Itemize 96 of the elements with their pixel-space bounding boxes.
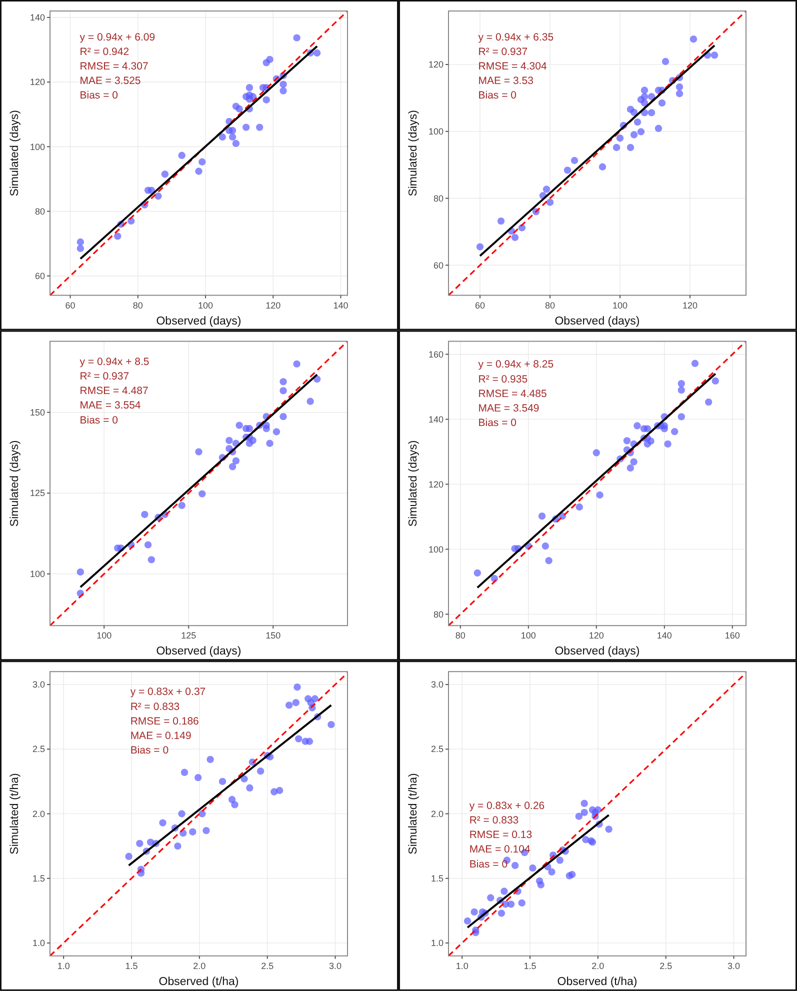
y-tick-label: 2.5 bbox=[32, 744, 45, 754]
annotation: MAE = 3.525 bbox=[80, 75, 141, 88]
y-tick-label: 80 bbox=[34, 206, 45, 216]
annotation: Bias = 0 bbox=[478, 90, 517, 102]
x-tick-label: 60 bbox=[65, 300, 76, 310]
annotation: R² = 0.937 bbox=[80, 370, 130, 382]
annotation: Bias = 0 bbox=[130, 744, 169, 757]
y-tick-label: 1.5 bbox=[32, 873, 45, 884]
y-tick-label: 120 bbox=[428, 479, 444, 490]
y-axis-title: Simulated (t/ha) bbox=[408, 773, 420, 854]
annotation: Bias = 0 bbox=[478, 417, 517, 430]
y-tick-label: 80 bbox=[433, 609, 444, 620]
x-tick-label: 1.0 bbox=[57, 960, 70, 971]
annotation: Bias = 0 bbox=[80, 414, 118, 426]
x-tick-label: 80 bbox=[455, 630, 466, 641]
x-axis-title: Observed (days) bbox=[554, 315, 640, 328]
annotation: RMSE = 4.487 bbox=[80, 385, 148, 398]
x-tick-label: 120 bbox=[266, 300, 281, 310]
y-axis-title: Simulated (days) bbox=[408, 110, 420, 196]
y-tick-label: 100 bbox=[30, 568, 45, 579]
x-tick-label: 100 bbox=[198, 300, 214, 310]
annotation: MAE = 3.53 bbox=[478, 75, 534, 88]
x-tick-label: 80 bbox=[132, 300, 143, 310]
annotation: RMSE = 0.13 bbox=[469, 829, 532, 842]
y-tick-label: 160 bbox=[428, 349, 444, 360]
x-tick-label: 1.5 bbox=[524, 960, 536, 971]
annotation: MAE = 0.104 bbox=[469, 844, 530, 856]
y-tick-label: 2.5 bbox=[430, 744, 444, 754]
x-tick-label: 60 bbox=[474, 300, 486, 310]
x-tick-label: 140 bbox=[333, 300, 348, 310]
x-tick-label: 2.0 bbox=[592, 960, 604, 971]
y-tick-label: 1.5 bbox=[430, 873, 444, 884]
annotation: y = 0.94x + 8.25 bbox=[478, 358, 554, 371]
annotation: y = 0.83x + 0.26 bbox=[469, 800, 545, 812]
y-axis-title: Simulated (days) bbox=[408, 440, 420, 527]
annotation: R² = 0.937 bbox=[478, 46, 528, 58]
y-tick-label: 125 bbox=[30, 488, 45, 498]
x-tick-label: 150 bbox=[266, 630, 281, 641]
x-tick-label: 1.5 bbox=[125, 960, 138, 971]
annotation: RMSE = 4.307 bbox=[80, 60, 148, 72]
x-tick-label: 120 bbox=[682, 300, 698, 310]
x-axis-title: Observed (days) bbox=[156, 646, 242, 658]
y-tick-label: 100 bbox=[428, 544, 444, 554]
annotation: RMSE = 4.485 bbox=[478, 388, 547, 400]
x-tick-label: 140 bbox=[656, 630, 672, 641]
x-axis-title: Observed (days) bbox=[156, 315, 242, 328]
x-tick-label: 120 bbox=[588, 630, 604, 641]
y-axis-title: Simulated (t/ha) bbox=[9, 773, 21, 854]
x-tick-label: 1.0 bbox=[456, 960, 468, 971]
annotation: Bias = 0 bbox=[80, 90, 118, 102]
annotation: y = 0.83x + 0.37 bbox=[130, 686, 206, 698]
x-tick-label: 100 bbox=[520, 630, 536, 641]
x-tick-label: 3.0 bbox=[728, 960, 740, 971]
annotation: R² = 0.935 bbox=[478, 373, 528, 386]
y-tick-label: 1.0 bbox=[430, 938, 444, 948]
y-tick-label: 60 bbox=[433, 260, 444, 270]
x-tick-label: 100 bbox=[612, 300, 628, 310]
y-tick-label: 3.0 bbox=[32, 680, 45, 690]
annotation: RMSE = 0.186 bbox=[130, 715, 200, 728]
y-tick-label: 100 bbox=[30, 142, 45, 152]
y-axis-title: Simulated (days) bbox=[9, 440, 21, 527]
y-tick-label: 120 bbox=[428, 60, 444, 70]
x-tick-label: 125 bbox=[181, 630, 196, 641]
x-axis-title: Observed (t/ha) bbox=[557, 976, 638, 988]
y-tick-label: 60 bbox=[34, 270, 45, 281]
y-axis-title: Simulated (days) bbox=[9, 110, 21, 196]
x-tick-label: 2.0 bbox=[193, 960, 206, 971]
x-tick-label: 2.5 bbox=[660, 960, 672, 971]
x-tick-label: 100 bbox=[96, 630, 112, 641]
annotation: MAE = 3.549 bbox=[478, 402, 540, 415]
x-tick-label: 160 bbox=[724, 630, 740, 641]
y-tick-label: 140 bbox=[30, 12, 45, 23]
annotation: R² = 0.833 bbox=[130, 700, 180, 713]
annotation: y = 0.94x + 6.35 bbox=[478, 31, 554, 44]
y-tick-label: 80 bbox=[433, 193, 444, 204]
x-tick-label: 80 bbox=[544, 300, 556, 310]
y-tick-label: 150 bbox=[30, 407, 45, 418]
y-tick-label: 3.0 bbox=[430, 680, 444, 690]
y-tick-label: 2.0 bbox=[430, 808, 444, 819]
annotation: y = 0.94x + 6.09 bbox=[80, 31, 156, 44]
x-tick-label: 3.0 bbox=[329, 960, 342, 971]
annotation: MAE = 3.554 bbox=[80, 400, 141, 412]
annotation: R² = 0.833 bbox=[469, 814, 519, 826]
annotation: R² = 0.942 bbox=[80, 46, 130, 58]
y-tick-label: 2.0 bbox=[32, 808, 45, 819]
annotation: y = 0.94x + 8.5 bbox=[80, 356, 150, 368]
x-tick-label: 2.5 bbox=[261, 960, 274, 971]
annotation: RMSE = 4.304 bbox=[478, 60, 547, 72]
annotation: MAE = 0.149 bbox=[130, 730, 192, 742]
y-tick-label: 100 bbox=[428, 126, 444, 136]
y-tick-label: 120 bbox=[30, 77, 45, 88]
x-axis-title: Observed (t/ha) bbox=[158, 976, 239, 988]
y-tick-label: 140 bbox=[428, 414, 444, 424]
y-tick-label: 1.0 bbox=[32, 938, 45, 948]
annotation: Bias = 0 bbox=[469, 858, 508, 870]
x-axis-title: Observed (days) bbox=[554, 646, 640, 658]
